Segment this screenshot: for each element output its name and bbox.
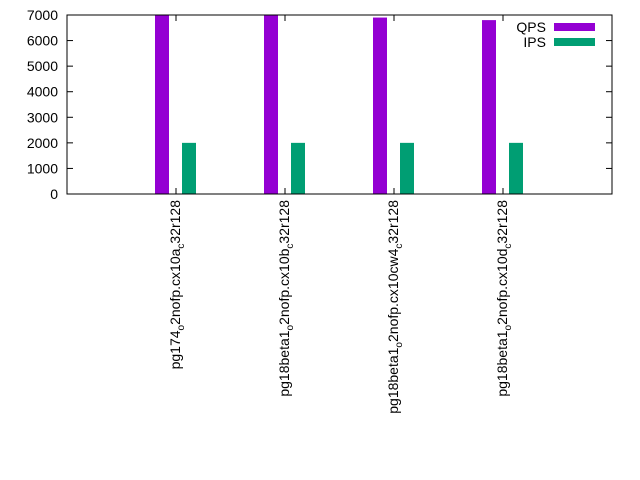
- y-axis: 0 1000 2000 3000 4000 5000 6000 7000: [27, 7, 612, 202]
- label-part: 32r128: [385, 200, 401, 244]
- y-tick-label: 0: [50, 186, 58, 202]
- legend-label-qps: QPS: [516, 19, 546, 35]
- label-subscript: o: [285, 324, 296, 330]
- bars-group: [155, 15, 523, 194]
- y-tick-label: 7000: [27, 7, 58, 23]
- label-subscript: o: [176, 324, 187, 330]
- bar-qps-2: [373, 17, 387, 194]
- label-part: 32r128: [494, 200, 510, 244]
- x-category-label: pg174o2nofp.cx10ac32r128: [167, 200, 187, 370]
- bar-ips-2: [400, 142, 414, 194]
- label-part: 32r128: [276, 200, 292, 244]
- label-part: 2nofp.cx10a: [167, 248, 183, 324]
- bar-ips-1: [291, 142, 305, 194]
- x-category-label: pg18beta1o2nofp.cx10bc32r128: [276, 200, 296, 397]
- label-subscript: c: [503, 244, 514, 249]
- label-part: pg18beta1: [494, 330, 510, 396]
- label-subscript: o: [503, 324, 514, 330]
- y-tick-label: 6000: [27, 33, 58, 49]
- y-tick-label: 3000: [27, 109, 58, 125]
- legend-label-ips: IPS: [523, 34, 546, 50]
- bar-ips-3: [509, 142, 523, 194]
- label-part: 2nofp.cx10d: [494, 249, 510, 325]
- bar-qps-3: [482, 20, 496, 194]
- x-category-label: pg18beta1o2nofp.cx10cw4c32r128: [385, 200, 405, 414]
- x-category-label: pg18beta1o2nofp.cx10dc32r128: [494, 200, 514, 397]
- y-tick-label: 1000: [27, 160, 58, 176]
- y-tick-label: 4000: [27, 84, 58, 100]
- label-part: 2nofp.cx10b: [276, 248, 292, 324]
- bar-qps-1: [264, 15, 278, 194]
- label-subscript: c: [176, 244, 187, 249]
- x-axis: pg174o2nofp.cx10ac32r128pg18beta1o2nofp.…: [167, 15, 514, 414]
- label-subscript: c: [394, 244, 405, 249]
- label-part: pg18beta1: [385, 347, 401, 413]
- label-part: 32r128: [167, 200, 183, 244]
- y-tick-label: 5000: [27, 58, 58, 74]
- label-part: 2nofp.cx10cw4: [385, 248, 401, 342]
- plot-frame: [66, 14, 613, 195]
- legend-swatch-ips: [554, 38, 595, 46]
- y-tick-label: 2000: [27, 135, 58, 151]
- bar-ips-0: [182, 142, 196, 194]
- bar-qps-0: [155, 15, 169, 194]
- legend-swatch-qps: [554, 23, 595, 31]
- label-part: pg174: [167, 330, 183, 369]
- label-part: pg18beta1: [276, 330, 292, 396]
- label-subscript: o: [394, 342, 405, 348]
- label-subscript: c: [285, 244, 296, 249]
